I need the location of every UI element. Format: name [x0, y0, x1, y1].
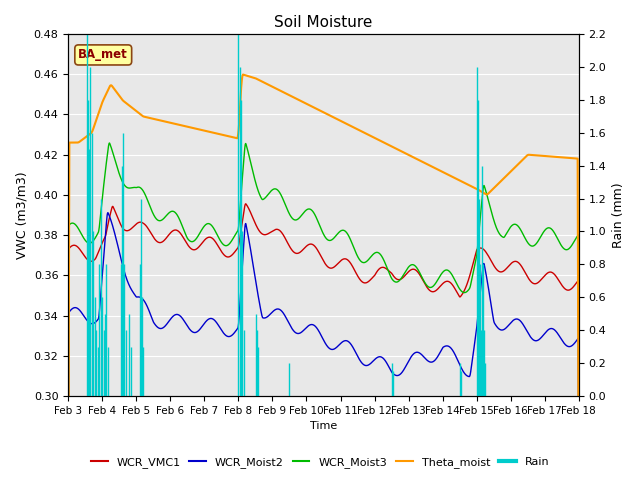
Y-axis label: VWC (m3/m3): VWC (m3/m3): [15, 171, 28, 259]
Title: Soil Moisture: Soil Moisture: [275, 15, 372, 30]
Text: BA_met: BA_met: [78, 48, 128, 61]
X-axis label: Time: Time: [310, 421, 337, 432]
Legend: WCR_VMC1, WCR_Moist2, WCR_Moist3, Theta_moist, Rain: WCR_VMC1, WCR_Moist2, WCR_Moist3, Theta_…: [86, 452, 554, 472]
Y-axis label: Rain (mm): Rain (mm): [612, 182, 625, 248]
